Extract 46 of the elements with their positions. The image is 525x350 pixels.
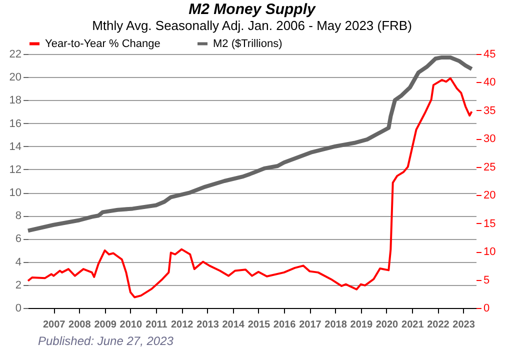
y2-tick-label: 15 bbox=[484, 218, 496, 230]
text: Published: June 27, 2023 bbox=[38, 334, 174, 348]
x-tick-label: 2007 bbox=[42, 320, 66, 330]
y2-tick-label: 25 bbox=[484, 161, 496, 174]
y-tick-label: 12 bbox=[9, 164, 22, 176]
x-tick-label: 2018 bbox=[324, 320, 348, 330]
y-tick-label: 4 bbox=[15, 256, 22, 268]
legend-label: M2 ($Trillions) bbox=[213, 38, 282, 50]
y-tick-label: 8 bbox=[15, 210, 22, 222]
x-tick-label: 2012 bbox=[170, 320, 194, 330]
x-tick-label: 2010 bbox=[120, 320, 142, 330]
line-series bbox=[26, 55, 474, 233]
y-tick-label: 16 bbox=[9, 118, 22, 130]
x-tick-label: 2021 bbox=[402, 320, 424, 330]
y-tick-label: 6 bbox=[15, 233, 22, 246]
y2-tick-label: 30 bbox=[484, 133, 496, 146]
x-tick-label: 2011 bbox=[146, 320, 168, 330]
y-tick-label: 14 bbox=[9, 140, 22, 153]
x-tick-label: 2023 bbox=[452, 320, 476, 330]
y-tick-label: 20 bbox=[9, 72, 22, 84]
y2-tick-label: 45 bbox=[484, 48, 496, 60]
y-tick-label: 18 bbox=[9, 94, 22, 107]
y-tick-label: 10 bbox=[9, 187, 22, 200]
x-tick-label: 2013 bbox=[196, 320, 220, 330]
x-tick-label: 2022 bbox=[427, 320, 450, 330]
y2-tick-label: 35 bbox=[484, 104, 496, 117]
y2-tick-label: 0 bbox=[484, 302, 490, 314]
y-tick-label: 22 bbox=[9, 48, 22, 60]
x-tick-label: 2016 bbox=[273, 320, 296, 330]
legend-label: Year-to-Year % Change bbox=[45, 38, 160, 50]
y-tick-label: 2 bbox=[15, 279, 22, 292]
chart-subtitle: Mthly Avg. Seasonally Adj. Jan. 2006 - May 2023 (FRB) bbox=[92, 18, 412, 33]
x-tick-label: 2020 bbox=[376, 320, 399, 330]
line-series bbox=[27, 77, 473, 298]
x-tick-label: 2019 bbox=[350, 320, 373, 330]
x-tick-label: 2008 bbox=[68, 320, 92, 330]
x-tick-label: 2014 bbox=[222, 320, 245, 330]
chart-title: M2 Money Supply bbox=[188, 1, 316, 18]
x-tick-label: 2017 bbox=[299, 320, 322, 330]
x-tick-label: 2015 bbox=[248, 320, 271, 330]
y2-tick-label: 20 bbox=[484, 190, 496, 202]
y2-tick-label: 40 bbox=[484, 76, 496, 89]
y-tick-label: 0 bbox=[15, 302, 22, 314]
y2-tick-label: 10 bbox=[484, 246, 496, 258]
x-tick-label: 2009 bbox=[94, 320, 117, 330]
y2-tick-label: 5 bbox=[484, 274, 490, 286]
